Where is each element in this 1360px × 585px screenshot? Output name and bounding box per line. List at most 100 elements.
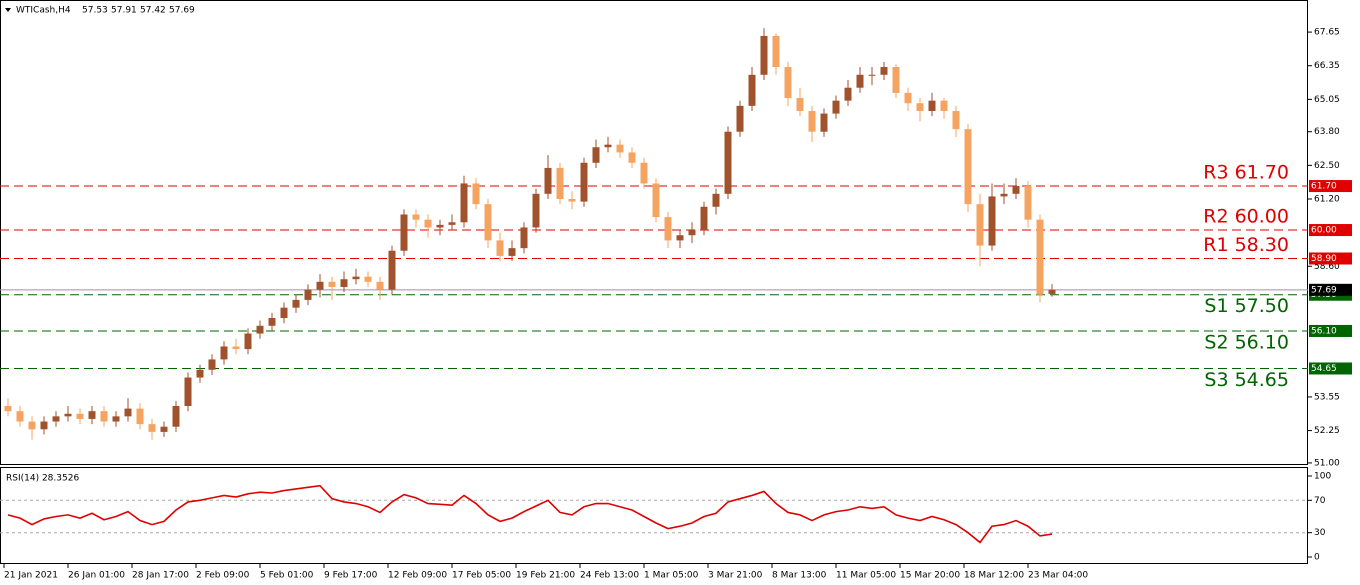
candle-body: [100, 411, 108, 422]
candle-body: [640, 162, 648, 184]
menu-arrow[interactable]: [5, 8, 11, 12]
rsi-tick-label: 100: [1314, 471, 1331, 481]
candle-body: [1024, 186, 1032, 220]
y-tick-label: 63.80: [1314, 127, 1340, 137]
x-tick-label: 9 Feb 17:00: [324, 571, 378, 581]
candle-body: [988, 196, 996, 246]
candle-body: [892, 67, 900, 93]
x-tick-label: 23 Mar 04:00: [1028, 571, 1088, 581]
candle-body: [940, 100, 948, 112]
candle-body: [520, 227, 528, 249]
candle-body: [28, 421, 36, 430]
x-tick-label: 17 Feb 05:00: [452, 571, 511, 581]
candle-body: [220, 346, 228, 360]
header-value: 57.42: [140, 6, 166, 16]
candle-body: [580, 162, 588, 202]
rsi-tick-label: 0: [1314, 553, 1320, 563]
candle-body: [160, 426, 168, 432]
rsi-tick-label: 70: [1314, 496, 1326, 506]
price-tag-label: 58.90: [1311, 254, 1337, 264]
rsi-title: RSI(14) 28.3526: [6, 474, 79, 484]
x-tick-label: 2 Feb 09:00: [196, 571, 250, 581]
candle-body: [952, 111, 960, 130]
y-tick-label: 53.55: [1314, 392, 1340, 402]
candle-body: [112, 416, 120, 422]
candle-body: [544, 167, 552, 194]
candle-body: [40, 421, 48, 430]
candle-body: [52, 416, 60, 422]
x-tick-label: 19 Feb 21:00: [516, 571, 575, 581]
y-tick-label: 65.05: [1314, 95, 1340, 105]
price-tag-label: 60.00: [1311, 226, 1337, 236]
price-tag: [1309, 224, 1352, 237]
candle-body: [856, 74, 864, 88]
candle-body: [916, 103, 924, 112]
y-tick-label: 61.20: [1314, 194, 1340, 204]
candle-body: [376, 281, 384, 290]
y-tick-label: 58.60: [1314, 262, 1340, 272]
candle-body: [472, 183, 480, 205]
candle-body: [1036, 219, 1044, 295]
header-value: 57.53: [82, 6, 108, 16]
candle-body: [172, 406, 180, 427]
x-tick-label: 26 Jan 01:00: [68, 571, 125, 581]
candle-body: [496, 240, 504, 256]
candle-body: [148, 424, 156, 432]
candle-body: [556, 167, 564, 199]
candle-body: [844, 87, 852, 101]
x-tick-label: 5 Feb 01:00: [260, 571, 314, 581]
candle-body: [592, 147, 600, 163]
candle-body: [868, 74, 876, 76]
symbol: WTICash,H4: [16, 6, 71, 16]
header-value: 57.91: [111, 6, 137, 16]
x-tick-label: 21 Jan 2021: [4, 571, 58, 581]
candle-body: [196, 369, 204, 378]
level-text: R2 60.00: [1203, 206, 1289, 228]
candle-body: [1048, 289, 1056, 294]
candle-body: [388, 250, 396, 290]
candle-body: [568, 198, 576, 202]
candle-body: [904, 92, 912, 104]
level-text: R1 58.30: [1203, 234, 1289, 256]
candle-body: [4, 406, 12, 412]
main-frame: [0, 0, 1308, 465]
candle-body: [508, 248, 516, 256]
candle-body: [268, 318, 276, 326]
price-tag-label: 61.70: [1311, 182, 1337, 192]
candle-body: [316, 281, 324, 290]
candle-body: [280, 307, 288, 319]
candle-body: [784, 67, 792, 99]
x-tick-label: 15 Mar 20:00: [900, 571, 960, 581]
candle-body: [820, 113, 828, 132]
candle-body: [712, 193, 720, 207]
candle-body: [76, 413, 84, 419]
x-tick-label: 1 Mar 05:00: [644, 571, 699, 581]
candle-body: [244, 333, 252, 350]
candle-body: [748, 74, 756, 106]
level-text: R3 61.70: [1203, 162, 1289, 184]
level-text: S2 56.10: [1204, 331, 1289, 353]
candle-body: [664, 217, 672, 241]
candle-body: [256, 325, 264, 334]
candle-body: [484, 204, 492, 241]
candle-body: [676, 235, 684, 241]
y-tick-label: 67.65: [1314, 28, 1340, 38]
candle-body: [208, 359, 216, 370]
candle-body: [760, 35, 768, 75]
candle-body: [616, 144, 624, 153]
candle-body: [424, 219, 432, 228]
candle-body: [436, 224, 444, 228]
candle-body: [88, 411, 96, 419]
candle-body: [328, 281, 336, 287]
candle-body: [304, 289, 312, 300]
rsi-frame: [0, 467, 1308, 564]
y-tick-label: 52.25: [1314, 426, 1340, 436]
x-tick-label: 11 Mar 05:00: [836, 571, 896, 581]
candle-body: [364, 276, 372, 282]
level-text: S3 54.65: [1204, 369, 1289, 391]
candle-body: [1000, 193, 1008, 197]
candle-body: [16, 411, 24, 422]
candle-body: [736, 105, 744, 132]
candle-body: [832, 100, 840, 114]
